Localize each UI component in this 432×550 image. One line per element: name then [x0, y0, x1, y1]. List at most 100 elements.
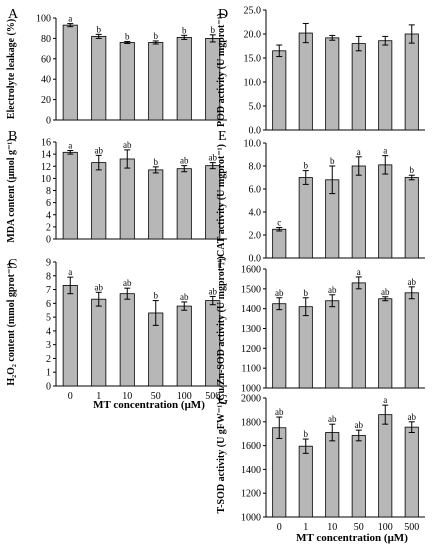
y-tick-label: 5 [46, 313, 51, 324]
x-tick-label: 50 [151, 391, 161, 402]
bar [148, 169, 164, 240]
bar [378, 40, 393, 131]
significance-letter: ab [275, 288, 284, 298]
y-tick-label: 8 [46, 186, 51, 197]
y-tick-label: 1400 [241, 304, 261, 315]
y-axis-title: Electrolyte leakage (%) [6, 19, 17, 119]
bar [119, 158, 135, 240]
significance-letter: b [125, 31, 130, 41]
y-tick-label: 1 [46, 368, 51, 379]
significance-letter: ab [180, 292, 189, 302]
y-tick-label: 1600 [241, 265, 261, 276]
significance-letter: b [410, 165, 415, 175]
y-tick-label: 12 [41, 162, 51, 173]
bar [298, 177, 313, 259]
x-tick-label: 100 [378, 522, 393, 533]
panel-letter: D [218, 7, 228, 22]
y-tick-label: 20.0 [244, 30, 262, 41]
y-tick-label: 1400 [241, 465, 261, 476]
significance-letter: a [357, 147, 361, 157]
y-tick-label: 2 [46, 354, 51, 365]
x-tick-label: 500 [205, 391, 220, 402]
y-tick-label: 6.0 [249, 185, 262, 196]
y-axis-title: POD activity (U mgprot⁻¹) [216, 13, 227, 127]
y-tick-label: 1500 [241, 284, 261, 295]
significance-letter: b [211, 25, 216, 35]
bar [62, 151, 78, 240]
significance-letter: ab [355, 420, 364, 430]
x-title-left: MT concentration (μM) [93, 399, 205, 411]
x-tick-label: 1 [303, 522, 308, 533]
y-tick-label: 2 [46, 222, 51, 233]
panel-letter: C [8, 257, 17, 272]
y-tick-label: 15.0 [244, 54, 262, 65]
y-tick-label: 14 [41, 150, 51, 161]
y-tick-label: 0 [46, 382, 51, 393]
bar [404, 33, 419, 131]
y-tick-label: 1200 [241, 344, 261, 355]
y-tick-label: 1300 [241, 324, 261, 335]
y-axis-title: H₂O₂ content (mmol gprot⁻¹) [6, 262, 17, 385]
x-tick-label: 50 [354, 522, 364, 533]
y-axis-title: MDA content (μmol g⁻¹) [6, 138, 17, 242]
bar [91, 35, 107, 121]
y-axis-title: CAT activity (U mgprot⁻¹) [216, 144, 227, 257]
y-tick-label: 4 [46, 326, 51, 337]
x-tick-label: 0 [68, 391, 73, 402]
y-tick-label: 16 [41, 138, 51, 149]
x-tick-label: 10 [327, 522, 337, 533]
y-tick-label: 0 [46, 116, 51, 127]
x-tick-label: 100 [177, 391, 192, 402]
y-axis-title: Cu/Zn-SOD activity (U mgprot⁻¹) [216, 256, 227, 400]
significance-letter: a [68, 267, 72, 277]
significance-letter: b [304, 429, 309, 439]
y-tick-label: 20 [41, 95, 51, 106]
y-axis-title: T-SOD activity (U gFW⁻¹) [216, 401, 227, 513]
y-tick-label: 4 [46, 210, 51, 221]
x-tick-label: 10 [122, 391, 132, 402]
significance-letter: a [383, 146, 387, 156]
y-tick-label: 1000 [241, 384, 261, 395]
y-tick-label: 0.0 [249, 126, 262, 137]
panel-letter: E [218, 129, 227, 144]
significance-letter: b [330, 156, 335, 166]
x-tick-label: 1 [96, 391, 101, 402]
significance-letter: b [304, 161, 309, 171]
y-tick-label: 8.0 [249, 162, 262, 173]
significance-letter: ab [209, 286, 218, 296]
bar [325, 37, 340, 131]
significance-letter: a [383, 395, 387, 405]
bar [272, 228, 287, 259]
bar [119, 42, 135, 121]
bar [325, 432, 340, 518]
bar [176, 305, 192, 387]
y-tick-label: 2.0 [249, 231, 262, 242]
y-tick-label: 40 [41, 75, 51, 86]
y-tick-label: 6 [46, 198, 51, 209]
y-tick-label: 10.0 [244, 78, 262, 89]
significance-letter: ab [180, 156, 189, 166]
y-tick-label: 60 [41, 54, 51, 65]
bar [272, 303, 287, 389]
x-title-right: MT concentration (μM) [296, 532, 408, 544]
y-tick-label: 0.0 [249, 254, 262, 265]
significance-letter: ab [328, 285, 337, 295]
significance-letter: ab [95, 282, 104, 292]
y-tick-label: 1100 [241, 364, 261, 375]
bar [272, 50, 287, 131]
y-tick-label: 1600 [241, 441, 261, 452]
bar [176, 36, 192, 121]
y-tick-label: 100 [36, 14, 51, 25]
significance-letter: b [154, 157, 159, 167]
significance-letter: ab [123, 278, 132, 288]
significance-letter: ab [408, 277, 417, 287]
significance-letter: ab [408, 412, 417, 422]
y-tick-label: 8 [46, 271, 51, 282]
x-tick-label: 500 [404, 522, 419, 533]
y-tick-label: 10.0 [244, 139, 262, 150]
x-tick-label: 0 [277, 522, 282, 533]
